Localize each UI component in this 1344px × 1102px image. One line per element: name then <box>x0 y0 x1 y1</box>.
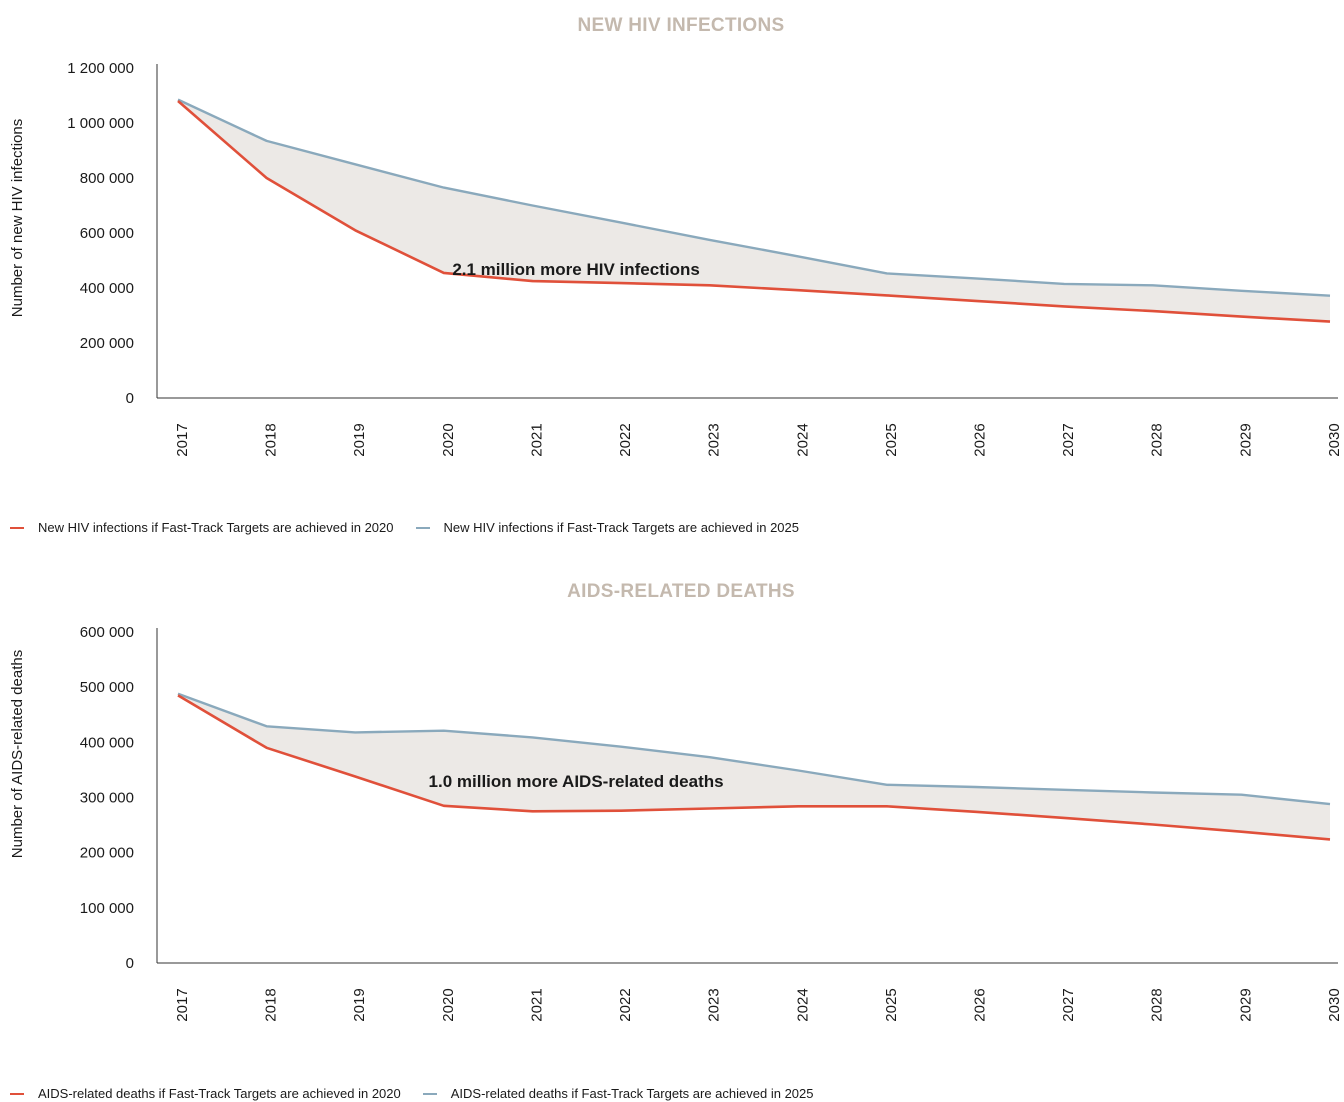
legend-label-2020: AIDS-related deaths if Fast-Track Target… <box>38 1086 401 1101</box>
series-line-2025 <box>177 692 1331 806</box>
y-axis-label: Number of new HIV infections <box>9 119 26 317</box>
gap-area <box>178 693 1330 840</box>
x-tick-label: 2020 <box>440 988 457 1021</box>
annotation-label: 2.1 million more HIV infections <box>452 260 700 279</box>
legend-swatch-2020 <box>10 526 24 529</box>
series-line-2020 <box>177 694 1331 841</box>
y-tick-label: 300 000 <box>80 790 134 807</box>
x-tick-label: 2019 <box>351 423 368 456</box>
x-tick-label: 2029 <box>1237 423 1254 456</box>
x-tick-label: 2025 <box>883 988 900 1021</box>
y-tick-label: 400 000 <box>80 280 134 297</box>
legend-item-2020: AIDS-related deaths if Fast-Track Target… <box>10 1086 401 1101</box>
x-tick-label: 2023 <box>706 988 723 1021</box>
aids-related-deaths-panel: AIDS-RELATED DEATHS Number of AIDS-relate… <box>0 565 1344 1102</box>
y-tick-label: 600 000 <box>80 624 134 641</box>
x-tick-label: 2029 <box>1237 988 1254 1021</box>
aids-related-deaths-chart: AIDS-RELATED DEATHS Number of AIDS-relate… <box>9 581 1343 1022</box>
series-line-2020 <box>177 100 1331 323</box>
y-tick-label: 800 000 <box>80 170 134 187</box>
x-tick-label: 2020 <box>440 423 457 456</box>
x-tick-label: 2022 <box>617 988 634 1021</box>
legend-swatch-2025 <box>422 1092 437 1095</box>
gap-area <box>178 99 1330 322</box>
x-tick-label: 2030 <box>1326 988 1343 1021</box>
legend: New HIV infections if Fast-Track Targets… <box>10 520 821 535</box>
y-tick-label: 0 <box>126 955 134 972</box>
x-tick-label: 2026 <box>972 988 989 1021</box>
y-tick-label: 400 000 <box>80 734 134 751</box>
y-tick-label: 1 200 000 <box>67 60 134 77</box>
x-tick-label: 2026 <box>972 423 989 456</box>
legend-label-2025: AIDS-related deaths if Fast-Track Target… <box>450 1086 814 1101</box>
x-tick-label: 2021 <box>528 423 545 456</box>
x-tick-label: 2027 <box>1060 988 1077 1021</box>
x-tick-label: 2027 <box>1060 423 1077 456</box>
chart-title: AIDS-RELATED DEATHS <box>567 581 795 602</box>
legend-swatch-2025 <box>415 526 430 529</box>
y-tick-label: 200 000 <box>80 845 134 862</box>
legend-item-2025: New HIV infections if Fast-Track Targets… <box>415 520 800 535</box>
new-hiv-infections-chart: NEW HIV INFECTIONS Number of new HIV infe… <box>9 15 1343 457</box>
x-tick-label: 2028 <box>1149 988 1166 1021</box>
legend-item-2020: New HIV infections if Fast-Track Targets… <box>10 520 394 535</box>
y-axis-label: Number of AIDS-related deaths <box>9 650 26 858</box>
x-tick-label: 2017 <box>174 423 191 456</box>
legend-label-2025: New HIV infections if Fast-Track Targets… <box>443 520 800 535</box>
legend: AIDS-related deaths if Fast-Track Target… <box>10 1086 836 1101</box>
y-tick-label: 600 000 <box>80 225 134 242</box>
x-tick-label: 2023 <box>706 423 723 456</box>
chart-title: NEW HIV INFECTIONS <box>577 15 784 36</box>
new-hiv-infections-panel: NEW HIV INFECTIONS Number of new HIV infe… <box>9 15 1343 535</box>
series-line-2025 <box>177 98 1331 297</box>
x-tick-label: 2024 <box>794 423 811 456</box>
x-tick-label: 2017 <box>174 988 191 1021</box>
x-tick-label: 2021 <box>528 988 545 1021</box>
y-tick-label: 0 <box>126 390 134 407</box>
x-tick-label: 2022 <box>617 423 634 456</box>
x-tick-label: 2028 <box>1149 423 1166 456</box>
annotation-label: 1.0 million more AIDS-related deaths <box>429 772 724 791</box>
y-tick-label: 100 000 <box>80 900 134 917</box>
legend-item-2025: AIDS-related deaths if Fast-Track Target… <box>422 1086 814 1101</box>
y-tick-label: 200 000 <box>80 335 134 352</box>
legend-label-2020: New HIV infections if Fast-Track Targets… <box>38 520 394 535</box>
x-tick-label: 2025 <box>883 423 900 456</box>
x-tick-label: 2018 <box>263 988 280 1021</box>
x-tick-label: 2018 <box>263 423 280 456</box>
x-tick-label: 2019 <box>351 988 368 1021</box>
y-tick-label: 500 000 <box>80 679 134 696</box>
x-tick-label: 2024 <box>794 988 811 1021</box>
y-tick-label: 1 000 000 <box>67 115 134 132</box>
x-tick-label: 2030 <box>1326 423 1343 456</box>
legend-swatch-2020 <box>10 1092 24 1095</box>
